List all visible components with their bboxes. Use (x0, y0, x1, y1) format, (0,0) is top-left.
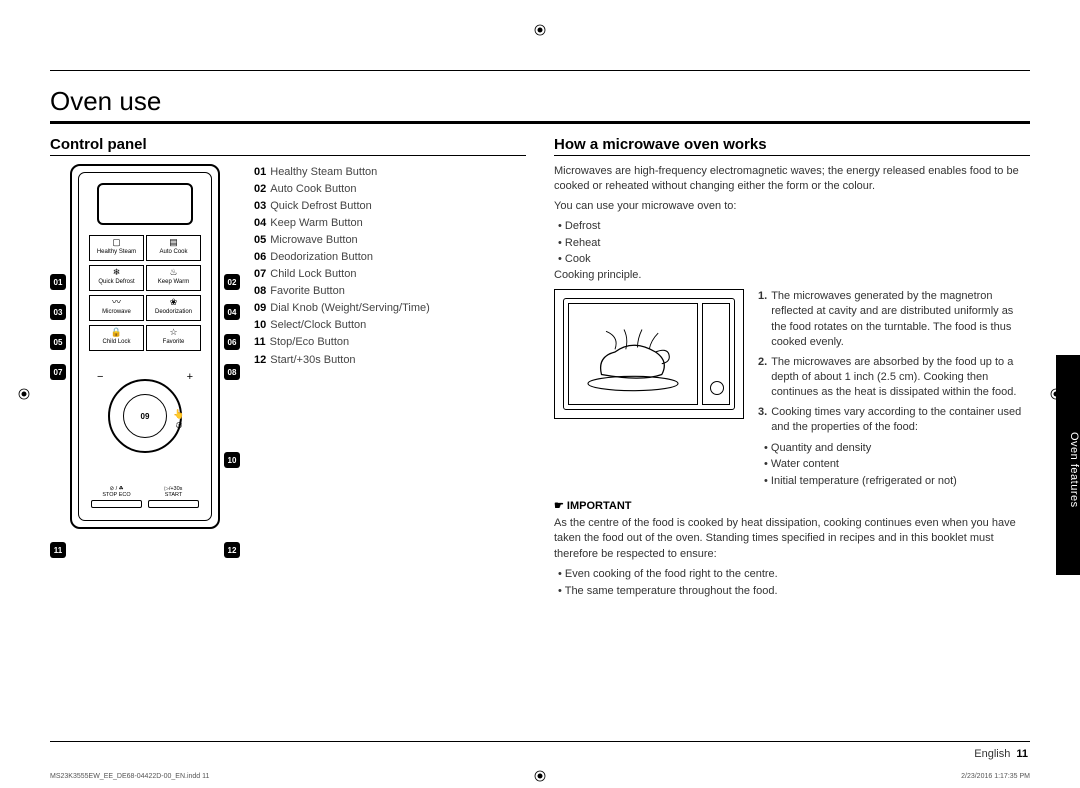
btn-favorite: ☆Favorite (146, 325, 201, 351)
left-column: Control panel 01 02 03 04 05 06 07 08 10… (50, 132, 526, 599)
btn-deodorization: ❀Deodorization (146, 295, 201, 321)
btn-quick-defrost: ❄Quick Defrost (89, 265, 144, 291)
callout-11: 11 (50, 542, 66, 558)
right-column: How a microwave oven works Microwaves ar… (554, 132, 1030, 599)
side-tab: Oven features (1056, 355, 1080, 575)
footer-rule (50, 741, 1030, 742)
callout-04: 04 (224, 304, 240, 320)
step3-sublist: Quantity and density Water content Initi… (764, 440, 1030, 490)
display-icon (97, 183, 193, 225)
page-content: Oven use Control panel 01 02 03 04 05 06… (50, 80, 1030, 738)
callout-03: 03 (50, 304, 66, 320)
para-intro: Microwaves are high-frequency electromag… (554, 164, 1030, 195)
callout-12: 12 (224, 542, 240, 558)
callout-10: 10 (224, 452, 240, 468)
btn-stop-eco: ⊘ / ☘ STOP ECO (91, 486, 142, 508)
important-para: As the centre of the food is cooked by h… (554, 516, 1030, 562)
callout-02: 02 (224, 274, 240, 290)
section-heading-control-panel: Control panel (50, 136, 526, 153)
btn-healthy-steam: ▢Healthy Steam (89, 235, 144, 261)
footer-filename: MS23K3555EW_EE_DE68-04422D-00_EN.indd 11 (50, 773, 209, 780)
microwave-illustration (554, 289, 744, 419)
btn-microwave: 〰Microwave (89, 295, 144, 321)
header-rule (50, 70, 1030, 71)
minus-icon: − (97, 371, 103, 383)
callout-09: 09 (123, 394, 167, 438)
callout-07: 07 (50, 364, 66, 380)
crop-mark-icon (534, 770, 546, 782)
plus-icon: + (187, 371, 193, 383)
section-heading-how-works: How a microwave oven works (554, 136, 1030, 153)
important-label: IMPORTANT (554, 499, 1030, 512)
callout-06: 06 (224, 334, 240, 350)
callout-01: 01 (50, 274, 66, 290)
control-panel-legend: 01Healthy Steam Button 02Auto Cook Butto… (254, 164, 430, 529)
btn-auto-cook: ▤Auto Cook (146, 235, 201, 261)
clock-icon: 👆⏲ (171, 409, 187, 425)
crop-mark-icon (534, 24, 546, 36)
principle-steps: 1.The microwaves generated by the magnet… (758, 289, 1030, 440)
btn-child-lock: 🔒Child Lock (89, 325, 144, 351)
crop-mark-icon (18, 388, 30, 400)
callout-08: 08 (224, 364, 240, 380)
footer-timestamp: 2/23/2016 1:17:35 PM (961, 773, 1030, 780)
page-title: Oven use (50, 86, 1030, 117)
btn-keep-warm: ♨Keep Warm (146, 265, 201, 291)
para-uses-lead: You can use your microwave oven to: (554, 199, 1030, 214)
callout-05: 05 (50, 334, 66, 350)
btn-start: ▷/+30s START (148, 486, 199, 508)
important-list: Even cooking of the food right to the ce… (558, 566, 1030, 599)
uses-list: Defrost Reheat Cook (558, 218, 1030, 268)
page-number: English11 (974, 748, 1028, 760)
title-rule (50, 121, 1030, 124)
para-principle: Cooking principle. (554, 268, 1030, 283)
control-panel-diagram: 01 02 03 04 05 06 07 08 10 11 12 (50, 164, 240, 529)
